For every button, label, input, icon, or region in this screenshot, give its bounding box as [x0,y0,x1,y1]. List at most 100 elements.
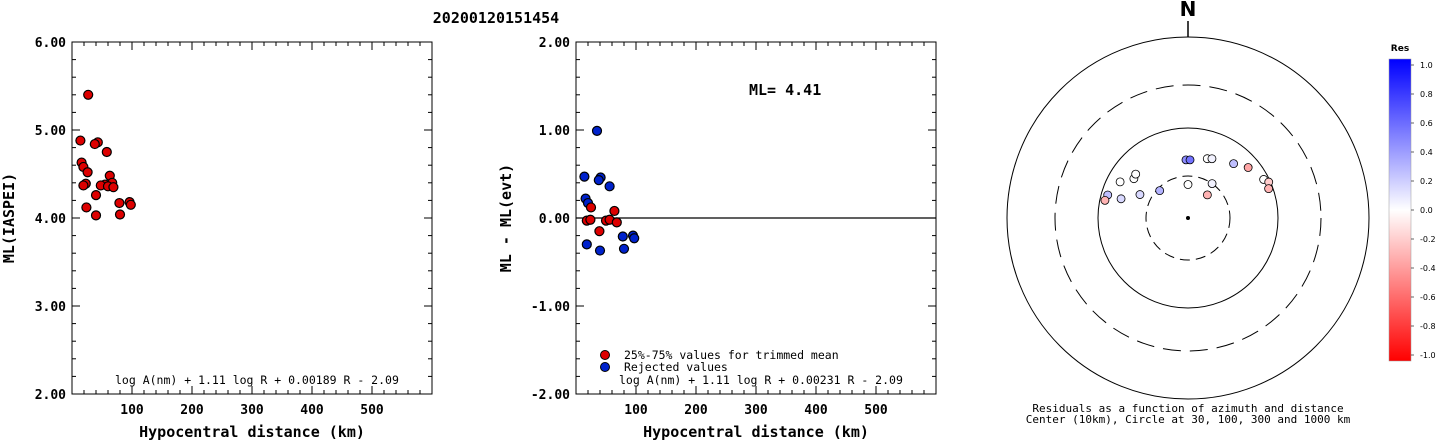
colorbar-tick-label: 0.0 [1420,206,1433,215]
data-point [90,210,102,221]
residual-point [1264,184,1274,194]
y-tick-label: 2.00 [35,388,66,403]
legend-label-trimmed: 25%-75% values for trimmed mean [624,348,839,362]
data-point [101,146,112,158]
x-tick-label: 400 [804,403,828,418]
residual-point [1131,169,1141,179]
residual-point [1202,190,1212,200]
circle-100km [1097,127,1279,309]
epicenter-marker [1186,216,1190,220]
colorbar-tick-label: -1.0 [1420,351,1436,360]
legend-marker-trimmed [600,350,610,360]
residual-point [1207,179,1217,188]
data-point-trimmed [585,202,597,213]
colorbar-tick-label: 0.8 [1420,90,1433,99]
colorbar-tick-label: 0.6 [1420,119,1433,128]
legend-marker-rejected [600,362,610,372]
y-axis-label-2: ML - ML(evt) [497,164,515,272]
y-tick-label: 1.00 [539,124,570,139]
data-point-rejected [579,171,590,182]
residual-point [1116,194,1126,204]
y-tick-label: 4.00 [35,212,66,227]
y-tick-label: 0.00 [539,212,570,227]
x-tick-label: 200 [684,403,708,418]
colorbar: Res 1.0 0.8 0.6 0.4 0.2 0.0 -0.2 -0.4 -0.6 -0.8 -1… [1388,44,1436,362]
colorbar-tick-label: -0.2 [1420,235,1436,244]
residual-point [1243,163,1253,172]
data-point [108,182,119,193]
panel-ml-iaspei: 2.00 3.00 4.00 5.00 6.00 100 200 300 400 500 ML(… [0,36,433,441]
colorbar-tick-label: 0.2 [1420,177,1433,186]
x-tick-label: 200 [180,403,204,418]
data-point-rejected [581,239,592,250]
formula-2: log A(nm) + 1.11 log R + 0.00231 R - 2.0… [619,373,903,387]
data-point-trimmed [611,217,622,228]
data-point-rejected [618,243,630,254]
panel-residual: -2.00 -1.00 0.00 1.00 2.00 100 200 300 400 500 M… [497,36,937,441]
residual-point [1100,195,1110,205]
colorbar-tick-label: -0.4 [1420,264,1436,273]
y-tick-label: -1.00 [531,300,570,315]
data-point [75,135,86,146]
x-tick-label: 300 [744,403,768,418]
data-point [83,89,94,100]
polar-caption-line2: Center (10km), Circle at 30, 100, 300 an… [1026,413,1351,426]
legend-label-rejected: Rejected values [624,360,728,374]
formula-1: log A(nm) + 1.11 log R + 0.00189 R - 2.0… [115,373,399,387]
y-tick-label: 2.00 [539,36,570,51]
circle-30km [1145,175,1231,261]
colorbar-tick-label: -0.6 [1420,293,1436,302]
data-point-rejected [593,175,604,186]
data-point [78,180,89,191]
plot-frame-1 [71,41,433,395]
x-tick-label: 500 [864,403,888,418]
residual-point [1135,190,1145,199]
data-point [89,138,100,150]
y-tick-label: 5.00 [35,124,66,139]
data-point-rejected [604,181,615,192]
residual-point [1185,155,1195,165]
colorbar-gradient [1388,58,1412,362]
residual-point [1183,180,1193,189]
data-point [114,209,126,220]
data-point-rejected [617,231,628,242]
y-tick-label: -2.00 [531,388,570,403]
data-point-rejected [594,245,606,256]
y-axis-label-1: ML(IASPEI) [0,173,18,263]
data-point [82,167,93,178]
residual-point [1207,154,1217,164]
colorbar-title: Res [1391,44,1409,54]
colorbar-tick-label: -0.8 [1420,322,1436,331]
data-point [125,199,136,210]
data-point-rejected [629,233,640,244]
x-tick-label: 100 [120,403,144,418]
colorbar-tick-label: 0.4 [1420,148,1433,157]
data-point-rejected [591,125,603,136]
panel-polar: N Residuals as a function of azimuth and… [1006,0,1370,426]
residual-point [1115,177,1125,187]
x-axis-label-1: Hypocentral distance (km) [139,423,365,441]
data-point-trimmed [594,226,605,237]
y-tick-label: 6.00 [35,36,66,51]
circle-300km [1054,84,1322,352]
data-point [90,190,102,201]
residual-point [1229,159,1239,169]
ml-value-label: ML= 4.41 [749,81,821,99]
figure-title: 20200120151454 [433,9,559,27]
legend: 25%-75% values for trimmed mean Rejected… [600,348,839,374]
residual-point [1155,186,1165,196]
colorbar-tick-label: 1.0 [1420,61,1433,70]
data-point [114,197,125,209]
x-tick-label: 400 [300,403,324,418]
y-tick-label: 3.00 [35,300,66,315]
x-axis-label-2: Hypocentral distance (km) [643,423,869,441]
data-point [81,202,92,213]
x-tick-label: 100 [624,403,648,418]
data-point-trimmed [609,205,620,217]
polar-caption-line1: Residuals as a function of azimuth and d… [1032,402,1343,415]
x-tick-label: 500 [360,403,384,418]
north-label: N [1180,0,1197,21]
x-tick-label: 300 [240,403,264,418]
data-point-trimmed [585,214,596,225]
